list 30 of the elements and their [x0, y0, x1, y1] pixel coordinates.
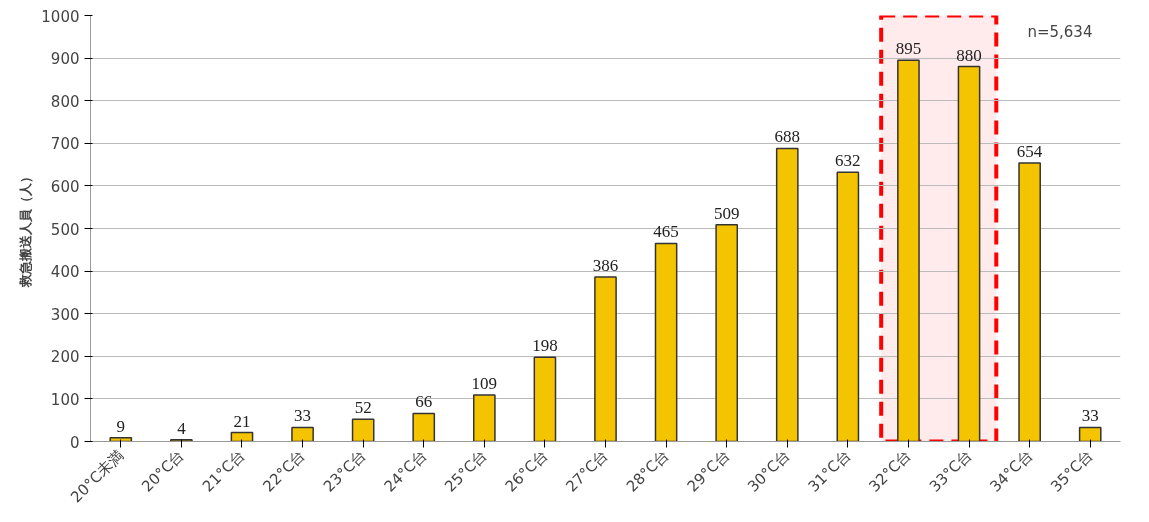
data-label: 52	[354, 398, 372, 418]
data-label: 4	[177, 418, 187, 438]
y-tick-label: 900	[50, 50, 80, 69]
data-label: 21	[233, 411, 251, 431]
y-tick-label: 600	[50, 177, 80, 196]
data-label: 33	[1081, 406, 1099, 426]
data-label: 632	[835, 151, 861, 171]
y-axis-title: 救急搬送人員（人）	[18, 170, 34, 288]
data-label: 9	[116, 416, 126, 436]
data-label: 198	[532, 336, 558, 356]
data-label: 109	[471, 374, 498, 394]
data-label: 880	[956, 45, 982, 65]
data-label: 465	[653, 222, 679, 242]
y-tick-label: 300	[50, 305, 80, 324]
data-label: 688	[774, 127, 801, 147]
data-label: 895	[895, 39, 922, 59]
data-label: 66	[415, 392, 433, 412]
data-label: 509	[713, 203, 740, 223]
y-tick-label: 0	[69, 433, 80, 452]
data-label: 386	[592, 256, 619, 276]
data-label: 654	[1016, 141, 1043, 161]
annotation: n=5,634	[1027, 23, 1093, 42]
y-tick-label: 100	[50, 390, 80, 409]
y-tick-label: 200	[50, 348, 80, 367]
data-label: 33	[294, 406, 312, 426]
y-tick-label: 700	[50, 135, 80, 154]
y-tick-label: 800	[50, 92, 80, 111]
y-tick-label: 1000	[41, 7, 80, 26]
y-tick-label: 400	[50, 263, 80, 282]
y-tick-label: 500	[50, 220, 80, 239]
